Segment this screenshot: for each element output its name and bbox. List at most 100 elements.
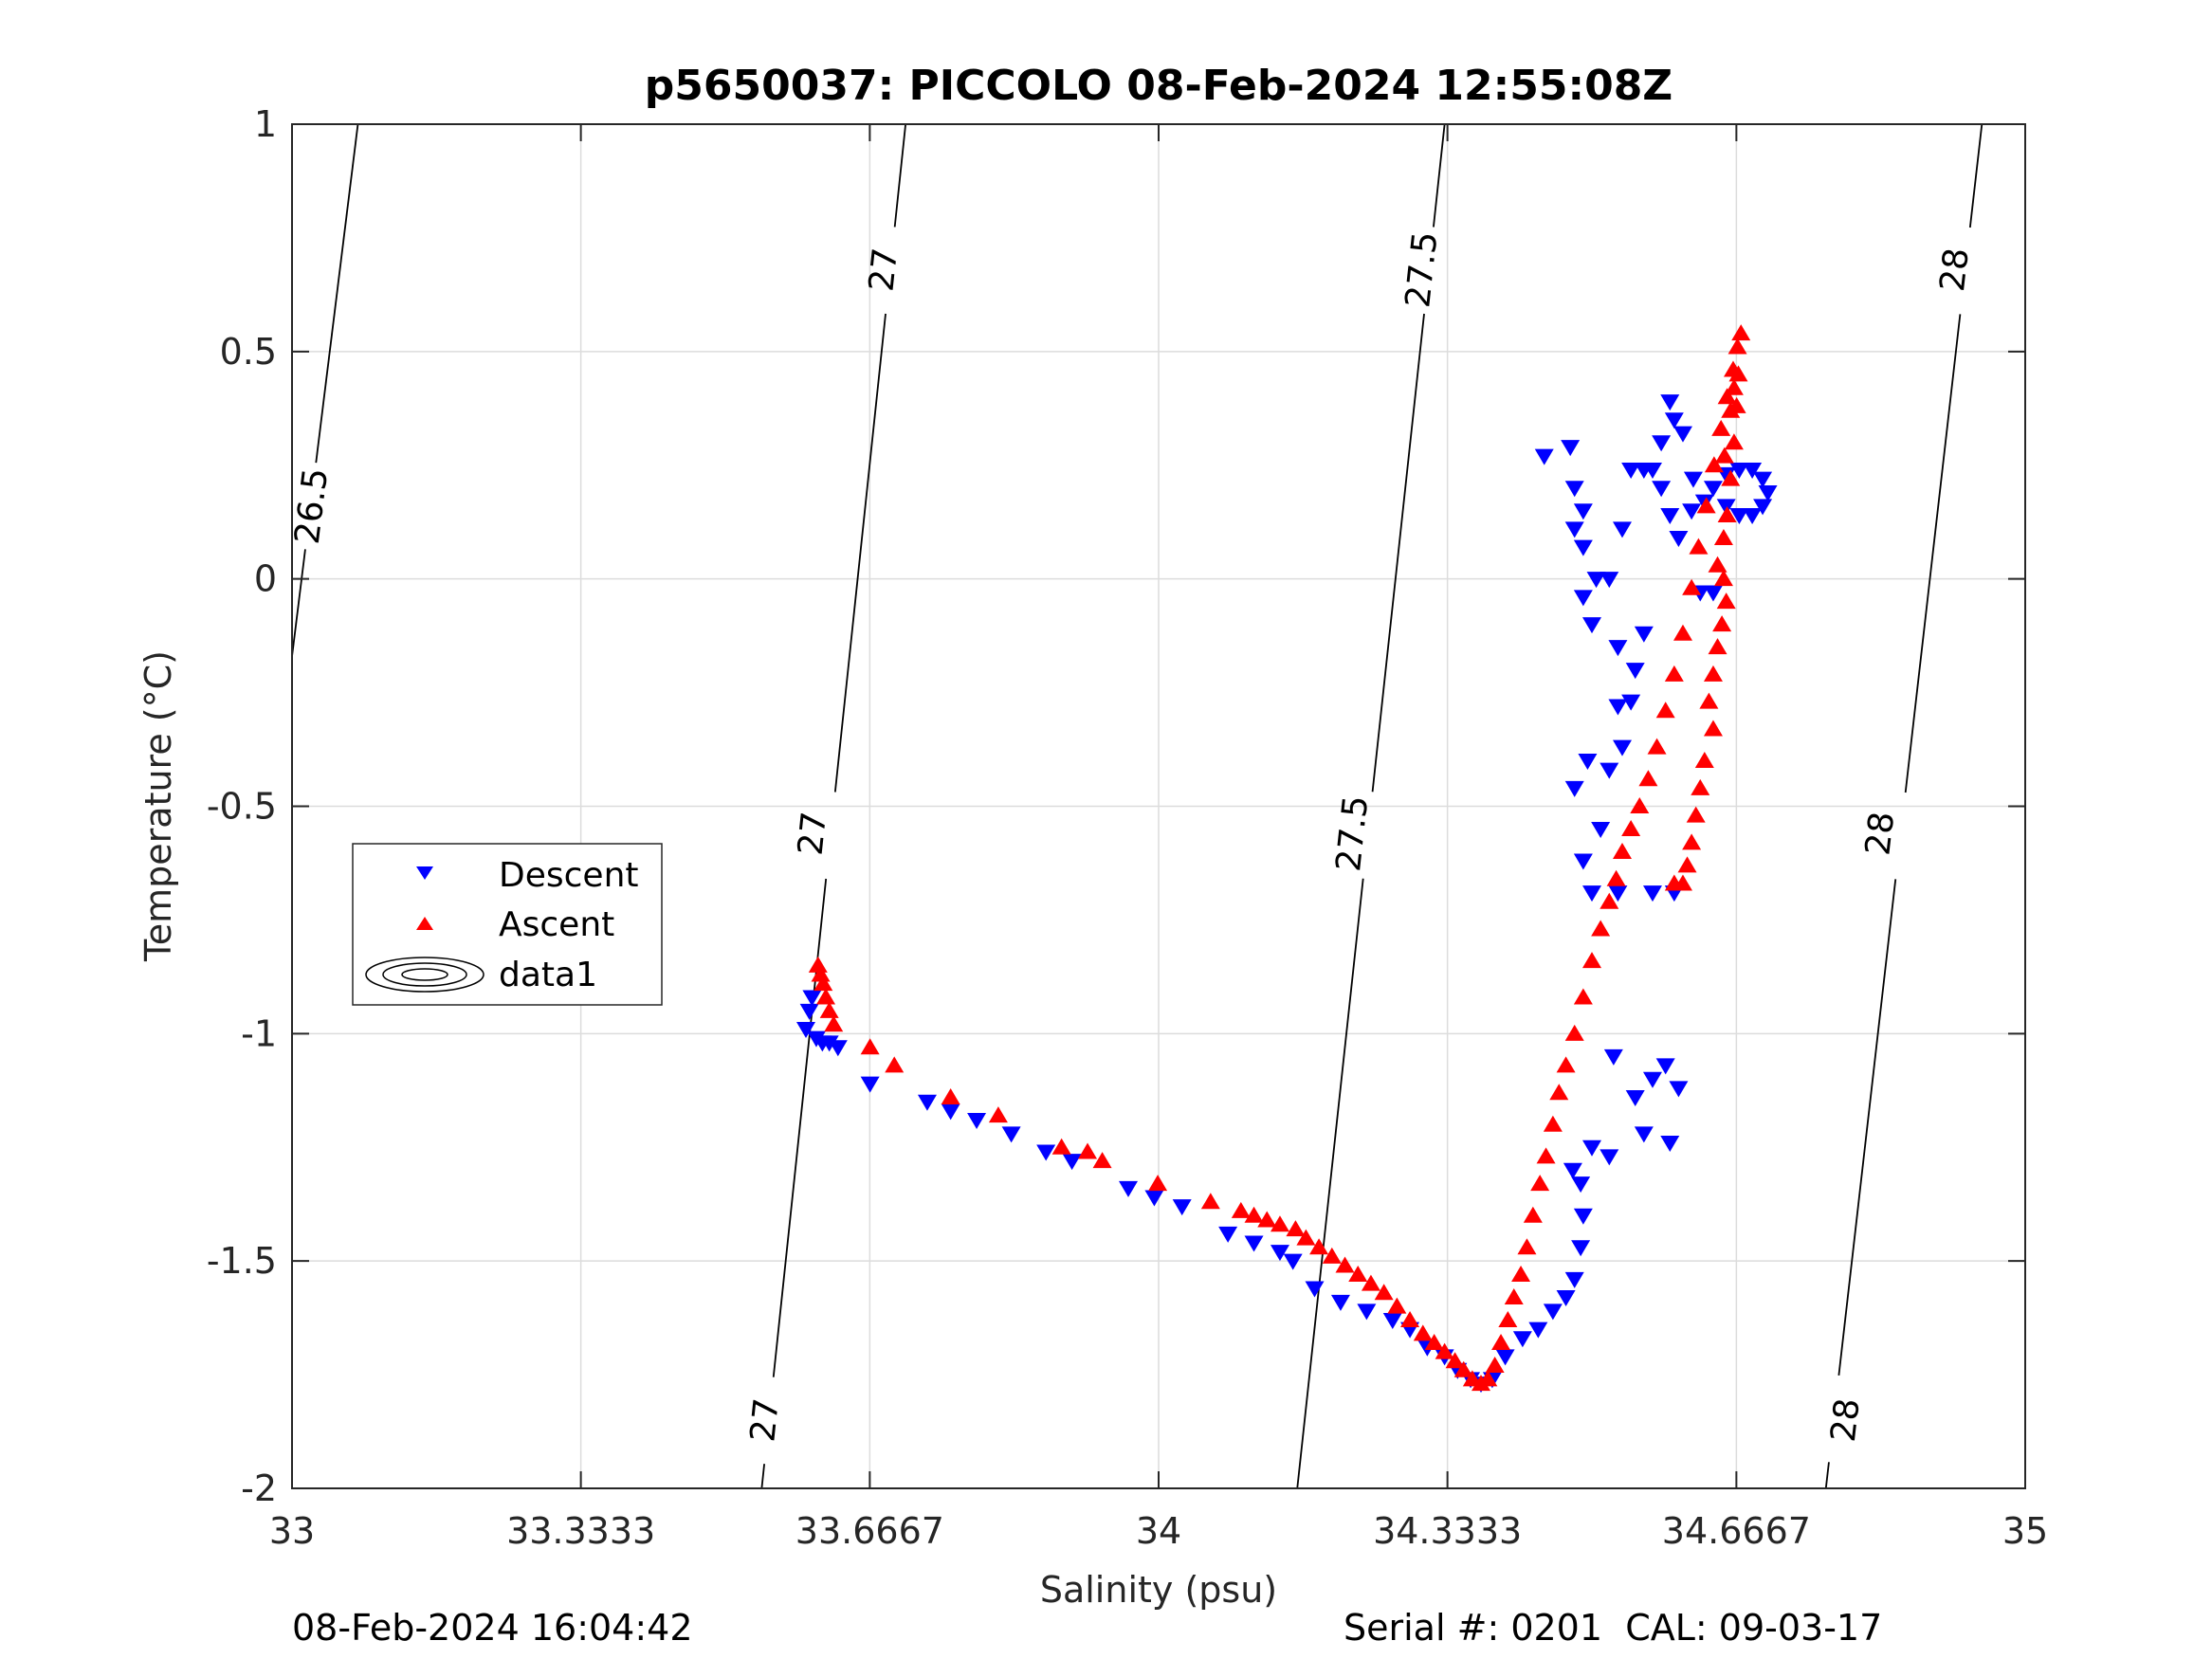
descent-point (1753, 471, 1773, 488)
density-contour-line (893, 123, 907, 228)
density-contour-label: 26.5 (288, 466, 337, 547)
descent-point (1634, 1126, 1654, 1143)
ascent-point (1523, 1206, 1543, 1223)
descent-point (1753, 499, 1773, 516)
ascent-point (1543, 1115, 1563, 1132)
legend-contour-icon (365, 957, 484, 993)
descent-point (917, 1094, 937, 1111)
descent-point (1743, 463, 1763, 480)
descent-point (1683, 471, 1703, 488)
ascent-point (1724, 378, 1744, 395)
descent-point (1270, 1245, 1289, 1262)
density-contour-line (1296, 878, 1364, 1489)
ascent-point (1691, 778, 1710, 795)
density-contour-label: 27 (743, 1396, 787, 1444)
descent-point (1144, 1190, 1164, 1207)
ascent-point (1498, 1311, 1518, 1328)
descent-point (1600, 1149, 1619, 1166)
descent-point (1573, 1208, 1593, 1225)
descent-point (1660, 394, 1680, 411)
x-tick-label: 34 (1136, 1510, 1181, 1552)
ascent-point (1556, 1056, 1576, 1073)
descent-point (828, 1040, 848, 1057)
ascent-point (1335, 1256, 1355, 1273)
descent-point (1283, 1253, 1303, 1270)
descent-point (1682, 503, 1702, 520)
ascent-point (1485, 1356, 1505, 1373)
descent-point (1571, 1240, 1591, 1257)
ascent-point (1400, 1311, 1420, 1328)
legend-ascent-label: Ascent (499, 905, 614, 944)
descent-point (1642, 1071, 1662, 1088)
ascent-point (1699, 692, 1719, 709)
density-contour-line (1837, 879, 1897, 1376)
ascent-point (1078, 1142, 1098, 1159)
descent-point (1512, 1331, 1532, 1348)
chart-title: p5650037: PICCOLO 08-Feb-2024 12:55:08Z (645, 62, 1673, 110)
descent-point (1729, 463, 1749, 480)
y-tick-label: 1 (254, 103, 277, 145)
ascent-point (1621, 819, 1641, 836)
ascent-point (816, 988, 836, 1005)
descent-point (1634, 463, 1654, 480)
descent-point (1556, 1290, 1576, 1307)
density-contours: 26.5 27 27 27 27.5 27.5 28 28 28 (288, 123, 1983, 1489)
ascent-point (1673, 624, 1692, 641)
ascent-point (811, 965, 831, 982)
ascent-point (1600, 892, 1619, 909)
ascent-point (1717, 388, 1737, 405)
x-tick-label: 33.3333 (506, 1510, 655, 1552)
x-axis-label: Salinity (psu) (1040, 1569, 1277, 1611)
y-tick-label: -2 (241, 1468, 277, 1509)
descent-point (1608, 699, 1628, 716)
density-contour-label: 27 (862, 246, 905, 294)
ascent-point (1664, 665, 1684, 682)
ascent-point (1728, 365, 1748, 382)
descent-point (1330, 1294, 1350, 1311)
descent-point (796, 1022, 816, 1039)
descent-point (1578, 754, 1598, 771)
descent-point (1573, 539, 1593, 556)
descent-point (1062, 1154, 1082, 1171)
descent-point (1716, 499, 1736, 516)
ascent-point (1606, 869, 1626, 886)
descent-point (1357, 1304, 1377, 1321)
ascent-point (1424, 1334, 1444, 1351)
density-contour-line (760, 1464, 766, 1489)
ascent-point (1244, 1206, 1264, 1223)
legend-descent-marker (416, 866, 433, 880)
ascent-point (1724, 433, 1744, 450)
ascent-point (885, 1056, 905, 1073)
ascent-point (1445, 1352, 1465, 1369)
ascent-point (1712, 615, 1732, 632)
density-contour-label: 28 (1824, 1396, 1868, 1444)
ascent-point (1630, 797, 1650, 813)
ascent-point (1721, 469, 1741, 486)
ascent-point (1092, 1152, 1112, 1169)
ascent-point (1491, 1334, 1511, 1351)
ascent-point (1694, 752, 1714, 769)
y-axis-label: Temperature (°C) (137, 650, 179, 962)
descent-point (1625, 1089, 1645, 1106)
descent-point (1673, 426, 1692, 443)
density-contour-label: 28 (1858, 810, 1902, 857)
descent-point (1634, 626, 1654, 643)
ascent-point (1682, 578, 1702, 595)
descent-point (1703, 585, 1723, 602)
density-contour-line (1371, 313, 1425, 793)
descent-point (1218, 1226, 1238, 1243)
ascent-point (860, 1038, 880, 1055)
ascent-point (1721, 401, 1741, 418)
descent-point (1528, 1322, 1548, 1339)
descent-point (1564, 481, 1584, 498)
ascent-point (1051, 1138, 1071, 1155)
y-tick-label: -1 (241, 1012, 277, 1054)
descent-point (1652, 435, 1672, 452)
ascent-point (1677, 856, 1697, 873)
ascent-point (1664, 874, 1684, 891)
ascent-point (1200, 1193, 1220, 1210)
descent-point (1600, 762, 1619, 779)
ascent-point (1686, 806, 1706, 823)
ascent-point (1478, 1370, 1498, 1387)
